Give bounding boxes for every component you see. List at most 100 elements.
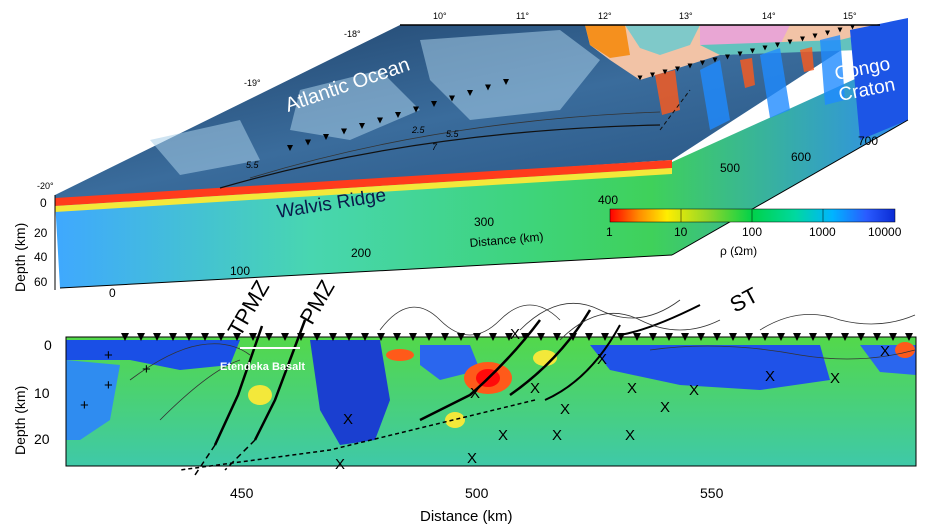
station-triangle — [345, 333, 353, 341]
station-triangle — [425, 333, 433, 341]
section-yellow-band — [55, 168, 672, 212]
depth-axis-title: Depth (km) — [12, 223, 28, 292]
contour-label: 5.5 — [246, 160, 260, 170]
station-triangle — [305, 139, 311, 146]
resistivity-section — [55, 55, 908, 288]
fault-line-dashed — [194, 444, 216, 476]
longitude-label: 11° — [516, 11, 529, 21]
x-marker: X — [660, 399, 670, 416]
depth-tick: 20 — [34, 431, 50, 447]
structure-trace — [649, 345, 916, 360]
section-bottom-edge-2 — [671, 119, 909, 256]
x-marker: X — [560, 401, 570, 418]
station-triangle — [633, 333, 641, 341]
station-triangle — [809, 333, 817, 341]
station-triangle — [857, 333, 865, 341]
station-triangle — [665, 333, 673, 341]
land-orange-unit — [585, 25, 630, 58]
zone-label-pmz: PMZ — [295, 276, 340, 329]
station-triangle — [617, 333, 625, 341]
station-triangle — [777, 333, 785, 341]
station-triangle — [675, 66, 680, 72]
station-triangle — [359, 123, 365, 129]
x-marker: X — [625, 427, 635, 444]
station-triangle — [687, 63, 693, 69]
distance-tick: 450 — [230, 485, 254, 501]
station-markers-bottom — [121, 333, 913, 341]
station-triangle — [825, 333, 833, 341]
fault-line — [619, 304, 701, 336]
station-triangle — [323, 134, 329, 140]
station-triangle — [800, 36, 805, 42]
station-triangle — [503, 79, 509, 85]
station-triangle — [837, 27, 843, 33]
station-triangle — [217, 333, 225, 341]
depth-tick: 10 — [34, 385, 50, 401]
fault-line — [544, 324, 621, 401]
station-triangle — [787, 39, 793, 45]
x-marker: X — [510, 326, 520, 343]
station-triangle — [441, 333, 449, 341]
station-triangle — [287, 145, 293, 151]
distance-tick: 400 — [598, 193, 618, 207]
station-triangle — [537, 333, 545, 341]
station-triangle — [153, 333, 161, 341]
station-triangle — [201, 333, 209, 341]
depth-tick: 0 — [40, 196, 47, 210]
station-triangle — [395, 112, 401, 118]
longitude-label: 13° — [679, 11, 693, 21]
fault-line — [253, 319, 307, 441]
station-triangle — [467, 90, 473, 96]
station-triangle — [712, 57, 718, 63]
station-triangle — [825, 30, 830, 36]
station-triangle — [601, 333, 609, 341]
plus-marker: + — [80, 397, 89, 414]
plus-marker: + — [104, 347, 113, 364]
station-triangle — [233, 333, 241, 341]
station-triangle — [793, 333, 801, 341]
station-triangle — [185, 333, 193, 341]
zone-label-tpmz: TPMZ — [223, 276, 275, 340]
distance-tick: 500 — [720, 161, 740, 175]
resistive-body — [590, 345, 830, 390]
distance-axis-title: Distance (km) — [420, 508, 513, 525]
station-triangle — [169, 333, 177, 341]
station-triangle — [725, 54, 730, 60]
x-marker: X — [498, 427, 508, 444]
resistive-body — [310, 340, 390, 445]
distance-tick: 200 — [351, 246, 371, 260]
station-triangle — [473, 333, 481, 341]
station-triangle — [313, 333, 321, 341]
station-triangle — [889, 333, 897, 341]
conductor — [386, 349, 414, 361]
resistive-body — [66, 360, 120, 440]
station-triangle — [341, 128, 347, 135]
ocean-shallow-patches — [150, 30, 600, 175]
station-triangle — [377, 117, 383, 124]
colorbar-tick: 10 — [674, 225, 688, 239]
contour-label: 7 — [432, 142, 438, 152]
structure-trace — [519, 299, 681, 331]
moho-line — [659, 89, 691, 131]
craton-resistive-block — [850, 18, 908, 140]
structure-trace — [759, 314, 916, 331]
station-triangle — [775, 42, 780, 48]
depth-tick: 0 — [44, 337, 52, 353]
station-triangle — [637, 75, 643, 81]
station-triangle — [121, 333, 129, 341]
distance-tick: 700 — [858, 134, 878, 148]
depth-tick: 20 — [34, 226, 48, 240]
top-panel: Atlantic Ocean Walvis Ridge Congo Craton… — [12, 11, 909, 300]
section-bottom-edge — [59, 254, 673, 289]
station-triangle — [761, 333, 769, 341]
contour-label: 2.5 — [411, 125, 426, 135]
longitude-label: 12° — [598, 11, 612, 21]
station-triangle — [737, 51, 743, 57]
x-marker: X — [765, 368, 775, 385]
x-marker: X — [627, 380, 637, 397]
station-triangle — [649, 333, 657, 341]
station-triangle — [457, 333, 465, 341]
colorbar-tick: 1 — [606, 225, 613, 239]
